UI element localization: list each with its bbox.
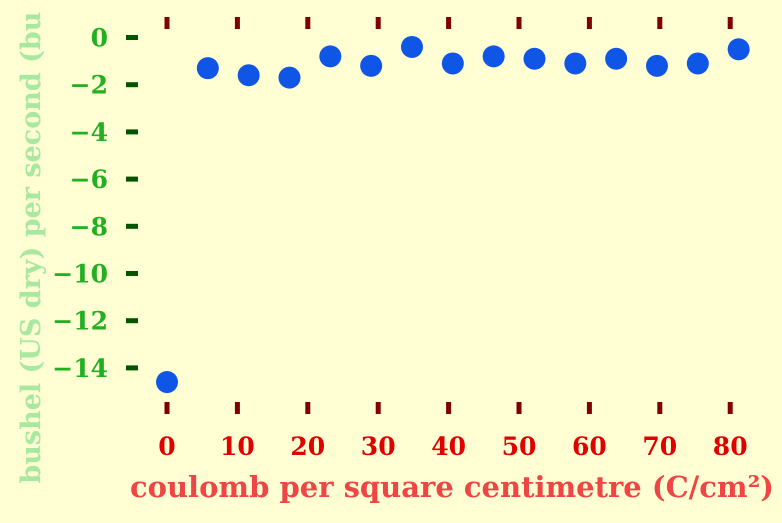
x-tick-mark-bottom	[305, 402, 311, 414]
data-point	[278, 66, 301, 89]
data-point	[360, 54, 383, 77]
x-tick-mark-top	[657, 17, 663, 29]
y-tick-mark	[126, 223, 138, 229]
data-point	[196, 57, 219, 80]
y-tick-mark	[126, 318, 138, 324]
data-point	[237, 64, 260, 87]
x-tick-mark-bottom	[586, 402, 592, 414]
x-tick-label: 60	[572, 432, 607, 461]
data-point	[482, 45, 505, 68]
y-tick-label: −14	[52, 354, 108, 383]
y-tick-label: −2	[70, 71, 108, 100]
x-tick-mark-top	[164, 17, 170, 29]
x-tick-mark-top	[375, 17, 381, 29]
x-axis-top-ticks	[164, 17, 733, 29]
y-tick-mark	[126, 129, 138, 135]
y-tick-mark	[126, 82, 138, 88]
x-axis-tick-labels: 0 10 20 30 40 50 60 70 80	[158, 432, 747, 461]
y-axis-tick-labels: 0 −2 −4 −6 −8 −10 −12 −14	[52, 24, 108, 383]
y-axis-label: bushel (US dry) per second (bu (US	[16, 0, 47, 484]
data-points	[156, 35, 750, 394]
x-tick-mark-top	[586, 17, 592, 29]
x-tick-label: 0	[158, 432, 175, 461]
data-point	[400, 35, 423, 58]
x-tick-label: 30	[361, 432, 396, 461]
x-tick-label: 20	[290, 432, 325, 461]
data-point	[686, 52, 709, 75]
y-tick-mark	[126, 365, 138, 371]
x-tick-mark-bottom	[164, 402, 170, 414]
x-tick-mark-bottom	[375, 402, 381, 414]
x-tick-label: 40	[431, 432, 466, 461]
x-tick-mark-top	[234, 17, 240, 29]
data-point	[605, 47, 628, 70]
x-tick-mark-top	[516, 17, 522, 29]
data-point	[564, 52, 587, 75]
x-tick-mark-top	[727, 17, 733, 29]
y-tick-label: −12	[52, 307, 108, 336]
x-axis-label: coulomb per square centimetre (C/cm²)	[130, 470, 774, 504]
data-point	[319, 45, 342, 68]
y-tick-label: −8	[70, 212, 108, 241]
y-tick-mark	[126, 271, 138, 276]
data-point	[441, 52, 464, 75]
data-point	[523, 47, 546, 70]
y-tick-label: −6	[70, 165, 108, 194]
x-tick-label: 70	[642, 432, 677, 461]
x-tick-mark-bottom	[516, 402, 522, 414]
x-tick-label: 80	[713, 432, 748, 461]
x-tick-mark-bottom	[657, 402, 663, 414]
x-tick-label: 50	[502, 432, 537, 461]
x-tick-label: 10	[220, 432, 255, 461]
y-axis-ticks	[126, 35, 138, 371]
data-point	[727, 38, 750, 61]
x-tick-mark-bottom	[234, 402, 240, 414]
x-tick-mark-top	[305, 17, 311, 29]
y-tick-label: 0	[91, 24, 108, 53]
y-tick-label: −4	[70, 118, 108, 147]
x-tick-mark-top	[446, 17, 452, 29]
data-point	[645, 54, 668, 77]
data-point	[156, 371, 178, 394]
y-tick-mark	[126, 176, 138, 182]
x-tick-mark-bottom	[727, 402, 733, 414]
x-axis-bottom-ticks	[164, 402, 733, 414]
y-tick-label: −10	[52, 260, 108, 289]
x-tick-mark-bottom	[446, 402, 452, 414]
y-tick-mark	[126, 35, 138, 40]
